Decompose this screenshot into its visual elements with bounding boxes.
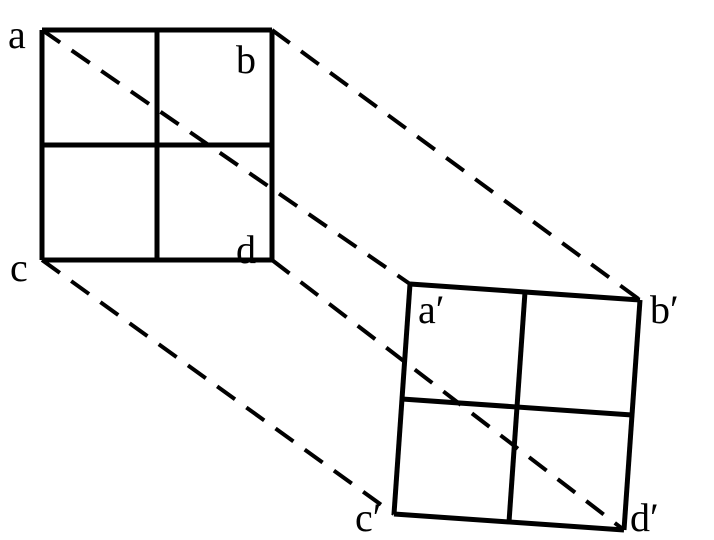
label-d-prime: d′ bbox=[630, 498, 659, 538]
transformation-diagram bbox=[0, 0, 714, 533]
diagram-container: a b c d a′ b′ c′ d′ bbox=[0, 0, 714, 533]
label-c-prime: c′ bbox=[355, 498, 382, 538]
label-c: c bbox=[10, 248, 28, 288]
label-d: d bbox=[236, 230, 256, 270]
label-a: a bbox=[8, 15, 26, 55]
label-a-prime: a′ bbox=[418, 290, 445, 330]
label-b: b bbox=[236, 40, 256, 80]
label-b-prime: b′ bbox=[650, 290, 679, 330]
